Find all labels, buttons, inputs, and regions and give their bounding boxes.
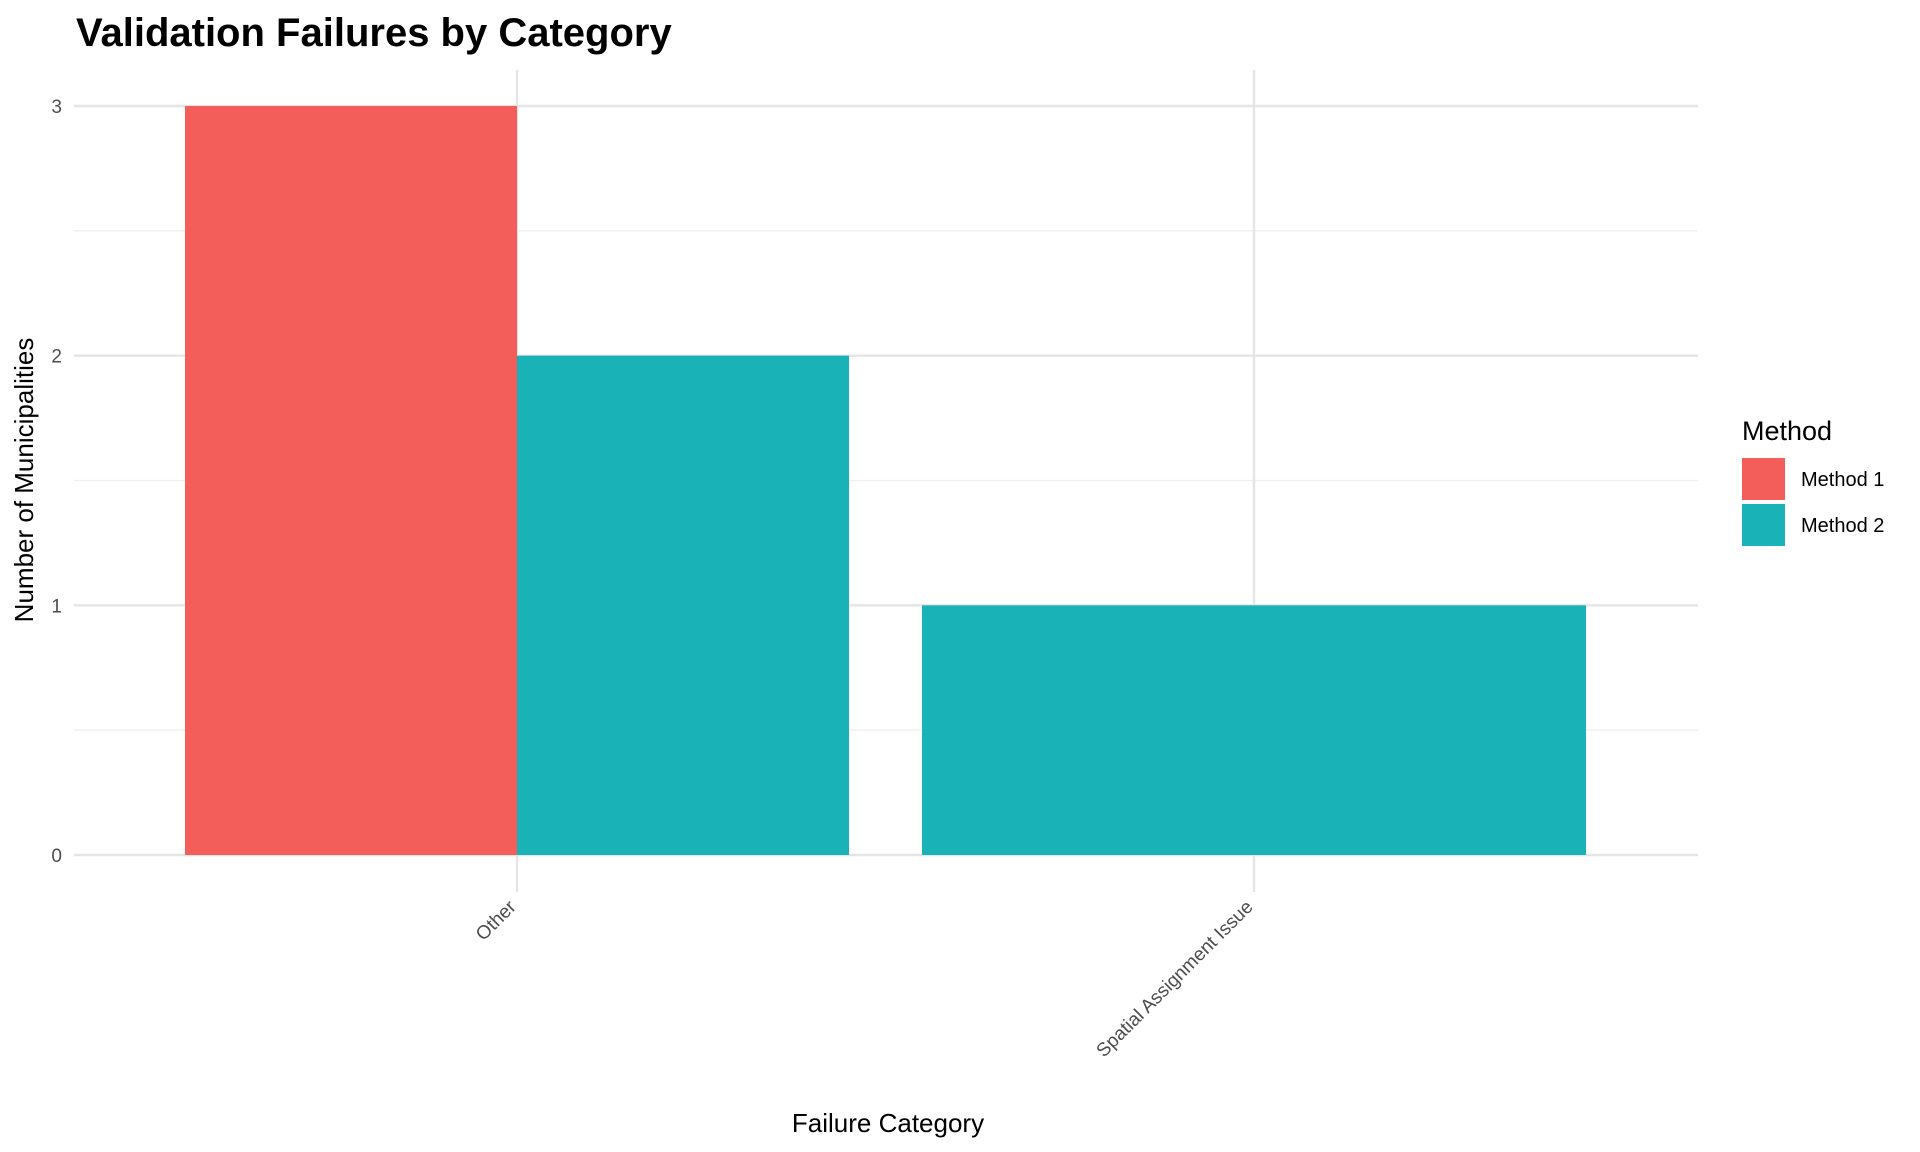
- bar-method-2-other: [517, 355, 849, 855]
- y-tick-label: 1: [51, 596, 62, 617]
- legend-swatch: [1742, 458, 1785, 500]
- x-tick-label: Other: [472, 896, 521, 945]
- y-axis-tick-labels: 0 1 2 3: [51, 97, 62, 867]
- y-tick-label: 0: [51, 846, 62, 867]
- y-axis-title: Number of Municipalities: [9, 338, 39, 623]
- x-axis-tick-labels: Other Spatial Assignment Issue: [472, 896, 1257, 1061]
- x-tick-label: Spatial Assignment Issue: [1093, 897, 1258, 1062]
- legend-label: Method 1: [1801, 469, 1884, 491]
- bars: [185, 106, 1586, 855]
- bar-method-1-other: [185, 106, 517, 855]
- legend-items: Method 1 Method 2: [1742, 458, 1884, 546]
- legend: Method Method 1 Method 2: [1742, 416, 1884, 546]
- legend-title: Method: [1742, 416, 1832, 446]
- legend-label: Method 2: [1801, 515, 1884, 537]
- bar-method-2-spatial-assignment-issue: [922, 605, 1586, 855]
- chart-title: Validation Failures by Category: [76, 11, 672, 55]
- y-tick-label: 3: [51, 97, 62, 118]
- x-axis-title: Failure Category: [792, 1108, 984, 1138]
- y-tick-label: 2: [51, 347, 62, 368]
- legend-swatch: [1742, 504, 1785, 546]
